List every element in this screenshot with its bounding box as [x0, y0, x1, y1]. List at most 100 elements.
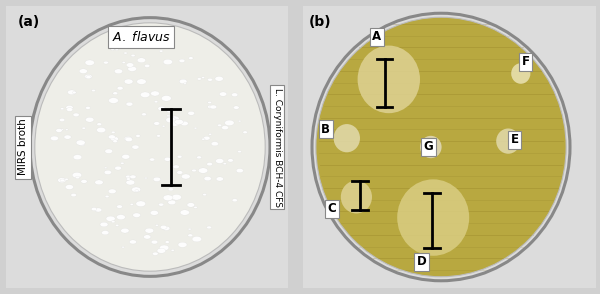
- Ellipse shape: [157, 135, 161, 137]
- Ellipse shape: [140, 92, 150, 98]
- Ellipse shape: [109, 98, 118, 103]
- Ellipse shape: [116, 215, 125, 220]
- Ellipse shape: [194, 127, 197, 129]
- Ellipse shape: [59, 118, 65, 122]
- Ellipse shape: [179, 79, 187, 84]
- Ellipse shape: [92, 89, 95, 92]
- Ellipse shape: [188, 57, 193, 59]
- Ellipse shape: [105, 149, 113, 153]
- Ellipse shape: [199, 168, 208, 173]
- Ellipse shape: [194, 206, 197, 208]
- Ellipse shape: [110, 137, 118, 141]
- Text: D: D: [417, 255, 427, 268]
- Ellipse shape: [73, 91, 76, 94]
- Ellipse shape: [81, 180, 87, 183]
- Ellipse shape: [113, 140, 118, 143]
- Ellipse shape: [50, 136, 58, 141]
- Ellipse shape: [124, 52, 127, 54]
- Ellipse shape: [188, 234, 193, 237]
- Ellipse shape: [131, 54, 135, 57]
- Ellipse shape: [160, 225, 167, 229]
- Ellipse shape: [207, 163, 212, 166]
- Ellipse shape: [65, 129, 68, 131]
- Ellipse shape: [145, 64, 150, 67]
- Ellipse shape: [170, 116, 179, 121]
- Ellipse shape: [124, 136, 132, 141]
- Ellipse shape: [167, 110, 171, 113]
- Ellipse shape: [64, 135, 71, 139]
- Ellipse shape: [132, 145, 139, 149]
- Ellipse shape: [108, 189, 116, 193]
- Text: F: F: [521, 55, 530, 68]
- Ellipse shape: [184, 83, 187, 84]
- Ellipse shape: [165, 241, 169, 243]
- Ellipse shape: [111, 49, 115, 51]
- Ellipse shape: [100, 222, 108, 227]
- FancyBboxPatch shape: [6, 6, 288, 288]
- Ellipse shape: [130, 175, 136, 179]
- Ellipse shape: [86, 106, 91, 109]
- Ellipse shape: [224, 120, 234, 126]
- Ellipse shape: [243, 131, 247, 133]
- Ellipse shape: [72, 172, 82, 178]
- Ellipse shape: [173, 165, 179, 169]
- Ellipse shape: [112, 131, 115, 133]
- Ellipse shape: [122, 246, 125, 248]
- Ellipse shape: [137, 79, 146, 84]
- Ellipse shape: [158, 106, 166, 111]
- Ellipse shape: [65, 185, 74, 189]
- Ellipse shape: [233, 106, 239, 109]
- Ellipse shape: [208, 105, 214, 108]
- Ellipse shape: [166, 115, 170, 117]
- Ellipse shape: [35, 23, 265, 271]
- Ellipse shape: [68, 90, 76, 95]
- Ellipse shape: [86, 76, 91, 79]
- Ellipse shape: [188, 111, 194, 115]
- Ellipse shape: [115, 49, 119, 51]
- Ellipse shape: [175, 119, 184, 124]
- Ellipse shape: [76, 176, 80, 179]
- Text: (a): (a): [18, 15, 40, 29]
- Ellipse shape: [79, 69, 88, 74]
- Ellipse shape: [130, 240, 136, 244]
- Text: E: E: [511, 133, 519, 146]
- Ellipse shape: [61, 129, 64, 131]
- Ellipse shape: [66, 106, 73, 110]
- Ellipse shape: [168, 115, 172, 117]
- Ellipse shape: [216, 177, 223, 181]
- Ellipse shape: [420, 136, 442, 158]
- Ellipse shape: [135, 190, 139, 192]
- Ellipse shape: [65, 178, 68, 180]
- Text: B: B: [322, 123, 331, 136]
- Ellipse shape: [136, 201, 146, 207]
- Ellipse shape: [95, 180, 103, 185]
- Ellipse shape: [236, 168, 244, 173]
- Ellipse shape: [192, 236, 202, 242]
- Ellipse shape: [121, 228, 129, 233]
- Ellipse shape: [67, 108, 73, 111]
- Ellipse shape: [153, 177, 161, 181]
- Ellipse shape: [176, 171, 183, 174]
- Ellipse shape: [60, 179, 65, 182]
- Ellipse shape: [117, 86, 123, 90]
- Ellipse shape: [82, 127, 86, 129]
- Ellipse shape: [168, 188, 173, 191]
- Ellipse shape: [208, 78, 212, 81]
- Ellipse shape: [202, 138, 205, 140]
- Ellipse shape: [187, 203, 194, 207]
- Ellipse shape: [85, 60, 94, 66]
- Ellipse shape: [73, 113, 79, 117]
- Ellipse shape: [133, 213, 140, 217]
- Ellipse shape: [206, 226, 212, 229]
- Text: C: C: [328, 202, 336, 215]
- Ellipse shape: [221, 126, 229, 130]
- Ellipse shape: [76, 140, 85, 145]
- Ellipse shape: [179, 59, 185, 63]
- Ellipse shape: [109, 135, 115, 139]
- Ellipse shape: [73, 155, 82, 160]
- Ellipse shape: [180, 210, 190, 215]
- Ellipse shape: [155, 224, 158, 226]
- FancyBboxPatch shape: [303, 6, 596, 288]
- Ellipse shape: [122, 61, 125, 64]
- Ellipse shape: [209, 133, 212, 135]
